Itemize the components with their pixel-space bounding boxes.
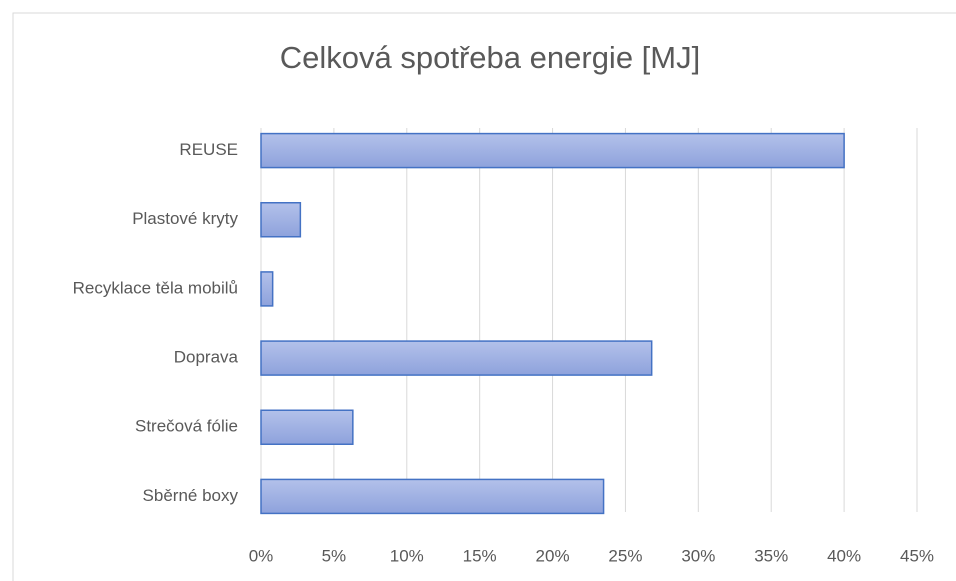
- x-tick-label: 25%: [608, 546, 642, 565]
- bar: [260, 478, 605, 515]
- y-tick-label: Sběrné boxy: [143, 486, 239, 505]
- x-tick-label: 15%: [463, 546, 497, 565]
- y-tick-label: Recyklace těla mobilů: [73, 278, 238, 297]
- bar: [260, 132, 845, 169]
- bar: [260, 340, 653, 376]
- x-tick-label: 30%: [681, 546, 715, 565]
- x-tick-label: 0%: [249, 546, 274, 565]
- x-tick-label: 5%: [322, 546, 347, 565]
- x-tick-label: 40%: [827, 546, 861, 565]
- y-tick-label: Strečová fólie: [135, 417, 238, 436]
- y-tick-label: Plastové kryty: [132, 209, 238, 228]
- x-tick-label: 10%: [390, 546, 424, 565]
- x-tick-label: 35%: [754, 546, 788, 565]
- x-tick-label: 45%: [900, 546, 934, 565]
- y-tick-label: Doprava: [174, 348, 239, 367]
- x-tick-label: 20%: [536, 546, 570, 565]
- y-tick-label: REUSE: [179, 140, 238, 159]
- bar: [260, 271, 274, 307]
- bar: [260, 409, 354, 445]
- chart-title: Celková spotřeba energie [MJ]: [280, 40, 700, 75]
- bar: [260, 202, 302, 238]
